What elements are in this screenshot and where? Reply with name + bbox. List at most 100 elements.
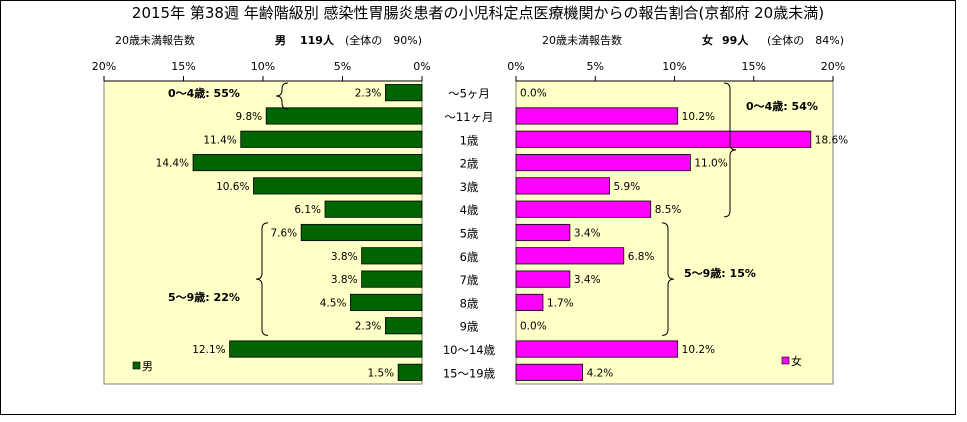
male-bar xyxy=(240,130,423,148)
female-value-label: 3.4% xyxy=(574,274,601,286)
male-value-label: 1.5% xyxy=(367,367,394,379)
female-value-label: 0.0% xyxy=(520,321,547,333)
female-bar xyxy=(515,247,625,265)
male-0-4-bracket xyxy=(275,82,289,110)
male-0-4-group-label: 0～4歳: 55% xyxy=(168,86,240,100)
right-ratio: (全体の 84%) xyxy=(767,33,844,47)
age-category-label: ～5ヶ月 xyxy=(448,87,490,101)
male-bar xyxy=(229,340,423,358)
female-5-9-bracket xyxy=(661,222,675,336)
male-value-label: 6.1% xyxy=(294,204,321,216)
male-value-label: 14.4% xyxy=(156,158,189,170)
age-category-label: ～11ヶ月 xyxy=(444,110,493,124)
male-bar xyxy=(300,223,423,242)
female-bar xyxy=(515,154,691,172)
male-x-tick-label: 15% xyxy=(171,60,195,73)
right-sex-label: 女 xyxy=(702,33,713,47)
female-bar xyxy=(515,270,571,288)
male-bar xyxy=(324,200,423,218)
male-x-tick-label: 10% xyxy=(251,60,275,73)
female-value-label: 11.0% xyxy=(694,158,727,170)
male-value-label: 3.8% xyxy=(331,274,358,286)
female-legend-swatch xyxy=(781,356,790,365)
male-bar xyxy=(385,84,423,102)
female-value-label: 6.8% xyxy=(628,251,655,263)
female-x-tick-label: 15% xyxy=(742,60,766,73)
female-bar xyxy=(515,363,583,381)
female-chart: 0% 5% 10% 15% 20% 0.0% 10.2% 18.6% 11.0% 5.9% 8.5%… xyxy=(507,60,848,385)
male-x-tick-label: 20% xyxy=(92,60,116,73)
male-value-label: 9.8% xyxy=(235,111,262,123)
age-category-label: 1歳 xyxy=(460,133,479,147)
age-category-label: 15～19歳 xyxy=(443,366,496,380)
male-bar xyxy=(361,270,423,288)
male-bar xyxy=(265,107,423,125)
male-value-label: 2.3% xyxy=(355,88,382,100)
female-bar xyxy=(515,177,610,195)
male-x-tick-label: 5% xyxy=(334,60,351,73)
female-value-label: 10.2% xyxy=(682,344,715,356)
chart-title: 2015年 第38週 年齢階級別 感染性胃腸炎患者の小児科定点医療機関からの報告… xyxy=(132,4,824,22)
age-category-label: 2歳 xyxy=(460,157,479,171)
male-value-label: 10.6% xyxy=(216,181,249,193)
female-value-label: 10.2% xyxy=(682,111,715,123)
right-count: 99人 xyxy=(722,33,749,47)
male-5-9-bracket xyxy=(255,222,269,336)
age-category-label: 4歳 xyxy=(460,203,479,217)
male-bar xyxy=(350,293,423,311)
male-bar xyxy=(253,177,423,195)
male-bar xyxy=(192,154,423,172)
left-ratio: (全体の 90%) xyxy=(345,33,422,47)
male-5-9-group-label: 5～9歳: 22% xyxy=(168,290,240,304)
female-legend-label: 女 xyxy=(791,354,802,368)
left-count: 119人 xyxy=(300,33,335,47)
age-category-labels: ～5ヶ月 ～11ヶ月 1歳 2歳 3歳 4歳 5歳 6歳 7歳 8歳 9歳 10～14歳 15～19歳 xyxy=(443,87,496,381)
male-value-label: 3.8% xyxy=(331,251,358,263)
male-bar xyxy=(385,317,423,335)
female-x-tick-label: 0% xyxy=(507,60,524,73)
chart-frame xyxy=(0,0,956,415)
male-x-tick-label: 0% xyxy=(413,60,430,73)
age-category-label: 5歳 xyxy=(460,227,479,241)
female-x-tick-label: 10% xyxy=(662,60,686,73)
male-value-label: 2.3% xyxy=(355,321,382,333)
female-bar xyxy=(515,130,812,148)
female-x-tick-label: 20% xyxy=(821,60,845,73)
female-bar xyxy=(515,107,679,125)
male-bar xyxy=(397,363,423,381)
male-chart: 20% 15% 10% 5% 0% 2.3% 9.8% 11.4% 14.4% 10.6% 6.1%… xyxy=(92,60,431,385)
male-bar xyxy=(361,247,423,265)
female-value-label: 3.4% xyxy=(574,228,601,240)
left-subheader: 20歳未満報告数 xyxy=(115,34,195,47)
age-category-label: 9歳 xyxy=(460,320,479,334)
female-0-4-group-label: 0～4歳: 54% xyxy=(746,99,818,113)
male-legend-swatch xyxy=(132,361,141,370)
female-x-tick-label: 5% xyxy=(587,60,604,73)
female-value-label: 18.6% xyxy=(815,134,848,146)
age-category-label: 7歳 xyxy=(460,273,479,287)
female-bar xyxy=(515,223,571,242)
male-value-label: 11.4% xyxy=(203,134,236,146)
right-subheader: 20歳未満報告数 xyxy=(542,34,622,47)
male-value-label: 4.5% xyxy=(320,297,347,309)
age-category-label: 8歳 xyxy=(460,296,479,310)
age-category-label: 10～14歳 xyxy=(443,343,496,357)
female-value-label: 8.5% xyxy=(655,204,682,216)
age-category-label: 6歳 xyxy=(460,250,479,264)
male-legend-label: 男 xyxy=(142,360,153,373)
group-annotations: 0～4歳: 55% 5～9歳: 22% 0～4歳: 54% 5～9歳: 15% xyxy=(168,82,818,336)
female-value-label: 4.2% xyxy=(587,367,614,379)
age-category-label: 3歳 xyxy=(460,180,479,194)
male-value-label: 7.6% xyxy=(270,228,297,240)
female-bar xyxy=(515,340,679,358)
male-value-label: 12.1% xyxy=(192,344,225,356)
female-value-label: 0.0% xyxy=(520,88,547,100)
female-5-9-group-label: 5～9歳: 15% xyxy=(684,266,756,280)
female-value-label: 5.9% xyxy=(614,181,641,193)
female-value-label: 1.7% xyxy=(547,297,574,309)
left-sex-label: 男 xyxy=(275,34,286,47)
female-bar xyxy=(515,200,652,218)
female-bar xyxy=(515,293,544,311)
